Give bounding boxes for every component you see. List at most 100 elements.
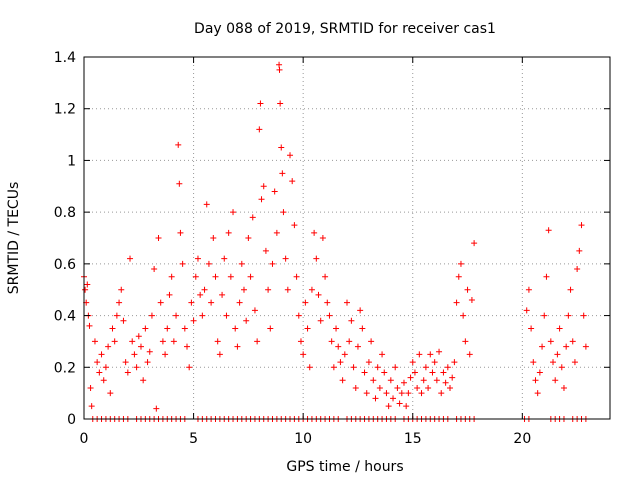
- data-point: [214, 338, 221, 345]
- data-point: [186, 364, 193, 371]
- data-point: [523, 307, 530, 314]
- data-point: [528, 325, 535, 332]
- data-point: [105, 343, 112, 350]
- data-point: [157, 299, 164, 306]
- data-point: [525, 286, 532, 293]
- data-point: [234, 343, 241, 350]
- data-point: [170, 338, 177, 345]
- data-point: [563, 343, 570, 350]
- data-point: [137, 343, 144, 350]
- data-point: [532, 377, 539, 384]
- data-point: [578, 222, 585, 229]
- data-point: [96, 369, 103, 376]
- data-point: [116, 299, 123, 306]
- data-point: [425, 384, 432, 391]
- data-point: [291, 222, 298, 229]
- data-point: [280, 209, 287, 216]
- data-point: [335, 343, 342, 350]
- data-point: [560, 384, 567, 391]
- data-point: [394, 384, 401, 391]
- data-point: [173, 312, 180, 319]
- data-point: [230, 209, 237, 216]
- data-point: [346, 338, 353, 345]
- data-point: [129, 338, 136, 345]
- data-point: [567, 286, 574, 293]
- data-point: [416, 351, 423, 358]
- data-points: [81, 61, 589, 422]
- data-point: [260, 183, 267, 190]
- data-point: [447, 384, 454, 391]
- data-point: [277, 100, 284, 107]
- data-point: [431, 359, 438, 366]
- data-point: [306, 364, 313, 371]
- data-point: [571, 359, 578, 366]
- data-point: [357, 307, 364, 314]
- data-point: [240, 286, 247, 293]
- data-point: [188, 299, 195, 306]
- data-point: [300, 351, 307, 358]
- data-point: [162, 351, 169, 358]
- data-point: [576, 247, 583, 254]
- data-point: [545, 227, 552, 234]
- data-point: [176, 180, 183, 187]
- data-point: [247, 273, 254, 280]
- data-point: [151, 266, 158, 273]
- plot-frame: [83, 56, 611, 420]
- data-point: [530, 359, 537, 366]
- data-point: [370, 377, 377, 384]
- data-point: [86, 322, 93, 329]
- data-point: [414, 384, 421, 391]
- data-point: [271, 188, 278, 195]
- data-point: [102, 364, 109, 371]
- data-point: [337, 359, 344, 366]
- data-point: [376, 384, 383, 391]
- data-point: [311, 229, 318, 236]
- y-tick-label: 0.8: [54, 205, 76, 221]
- data-point: [468, 297, 475, 304]
- data-point: [436, 348, 443, 355]
- data-point: [257, 100, 264, 107]
- data-point: [232, 325, 239, 332]
- data-point: [164, 325, 171, 332]
- data-point: [440, 369, 447, 376]
- data-point: [449, 374, 456, 381]
- data-point: [276, 61, 283, 68]
- data-point: [236, 299, 243, 306]
- data-point: [249, 214, 256, 221]
- data-point: [552, 377, 559, 384]
- data-point: [403, 403, 410, 410]
- data-point: [279, 170, 286, 177]
- data-point: [133, 364, 140, 371]
- data-point: [308, 286, 315, 293]
- data-point: [383, 390, 390, 397]
- data-point: [569, 338, 576, 345]
- data-point: [146, 348, 153, 355]
- data-point: [256, 126, 263, 133]
- data-point: [273, 229, 280, 236]
- data-point: [541, 312, 548, 319]
- data-point: [88, 403, 95, 410]
- y-tick-label: 1.2: [54, 102, 76, 118]
- y-tick-label: 1.4: [54, 50, 76, 66]
- data-point: [574, 266, 581, 273]
- data-point: [98, 351, 105, 358]
- data-point: [322, 273, 329, 280]
- data-point: [455, 273, 462, 280]
- data-point: [433, 377, 440, 384]
- data-point: [385, 403, 392, 410]
- data-point: [107, 390, 114, 397]
- data-point: [144, 359, 151, 366]
- data-point: [113, 312, 120, 319]
- data-point: [368, 338, 375, 345]
- data-point: [398, 390, 405, 397]
- data-point: [304, 325, 311, 332]
- data-point: [400, 379, 407, 386]
- data-point: [201, 286, 208, 293]
- data-point: [536, 369, 543, 376]
- data-point: [411, 369, 418, 376]
- data-point: [363, 390, 370, 397]
- y-tick-label: 0: [67, 412, 76, 428]
- data-point: [100, 377, 107, 384]
- data-point: [580, 312, 587, 319]
- data-point: [372, 395, 379, 402]
